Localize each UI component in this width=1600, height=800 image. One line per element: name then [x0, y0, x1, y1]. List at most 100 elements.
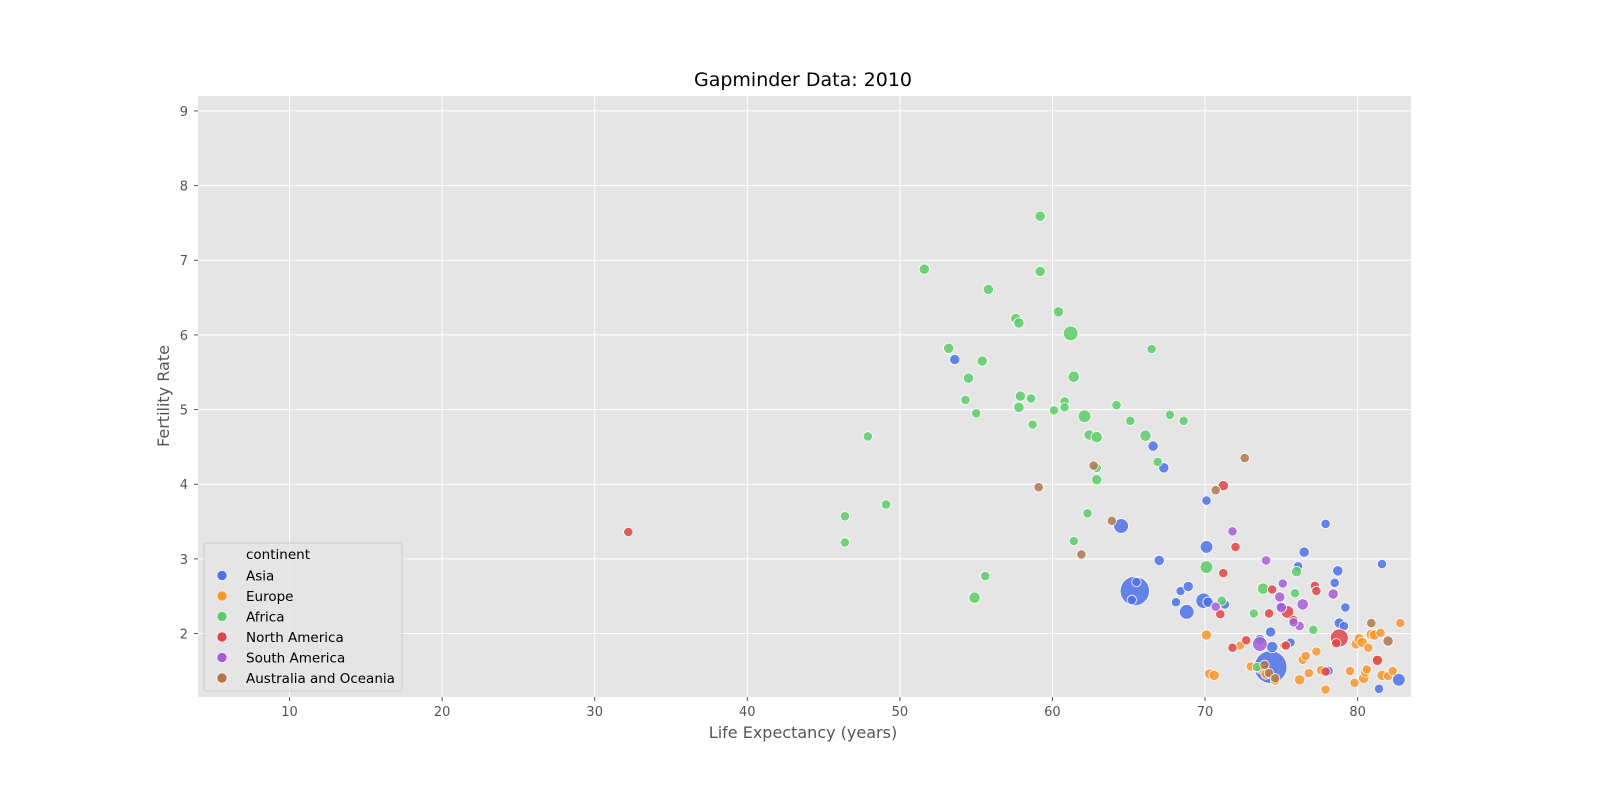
data-point-south-america — [1274, 591, 1286, 603]
data-point-asia — [1147, 440, 1159, 452]
data-point-south-america — [1275, 601, 1287, 614]
legend-label: Africa — [246, 610, 285, 626]
legend: continent Asia Europe Africa North America S… — [203, 542, 403, 692]
x-tick-label: 30 — [586, 705, 603, 720]
data-points — [623, 210, 1406, 695]
data-point-africa — [1289, 588, 1301, 599]
data-point-north-america — [1280, 640, 1292, 651]
data-point-north-america — [1218, 567, 1229, 579]
data-point-africa — [1291, 565, 1303, 578]
data-point-north-america — [1230, 541, 1241, 553]
data-point-europe — [1300, 650, 1311, 662]
data-point-africa — [1178, 415, 1189, 426]
data-point-africa — [1052, 306, 1065, 318]
data-point-africa — [1062, 325, 1079, 342]
data-point-africa — [1308, 624, 1319, 635]
legend-marker — [216, 672, 228, 684]
data-point-africa — [1067, 370, 1080, 383]
data-point-asia — [1153, 554, 1165, 567]
data-point-europe — [1387, 665, 1398, 677]
data-point-south-america — [1261, 555, 1272, 566]
data-point-africa — [1125, 415, 1136, 426]
data-point-africa — [1152, 456, 1163, 467]
data-point-asia — [1182, 580, 1194, 593]
data-point-africa — [960, 394, 971, 405]
data-point-asia — [1340, 602, 1351, 613]
x-tick-label: 10 — [281, 705, 298, 720]
data-point-asia — [949, 353, 961, 366]
data-point-africa — [918, 263, 930, 275]
data-point-africa — [1034, 210, 1046, 222]
legend-items: Asia Europe Africa North America South Ameri… — [216, 569, 395, 687]
legend-marker — [216, 590, 228, 602]
data-point-australia-and-oceania — [1210, 485, 1221, 496]
data-point-europe — [1395, 617, 1406, 629]
y-tick-label: 3 — [180, 553, 188, 568]
data-point-north-america — [623, 526, 634, 538]
data-point-africa — [1034, 265, 1046, 277]
data-point-africa — [1139, 429, 1152, 442]
legend-label: South America — [246, 651, 345, 667]
data-point-north-america — [1241, 635, 1252, 646]
data-point-asia — [1376, 558, 1388, 570]
data-point-australia-and-oceania — [1366, 617, 1377, 629]
legend-label: Europe — [246, 589, 293, 605]
data-point-africa — [1014, 390, 1027, 402]
x-tick-label: 80 — [1349, 705, 1366, 720]
data-point-australia-and-oceania — [1106, 515, 1118, 526]
data-point-asia — [1126, 594, 1137, 606]
data-point-north-america — [1217, 480, 1229, 492]
data-point-south-america — [1227, 526, 1238, 537]
data-point-africa — [976, 355, 988, 367]
data-point-europe — [1361, 664, 1372, 675]
data-point-africa — [1059, 402, 1070, 413]
data-point-australia-and-oceania — [1270, 673, 1281, 684]
data-point-south-america — [1296, 598, 1309, 611]
x-tick-label: 50 — [892, 705, 909, 720]
data-point-africa — [862, 431, 873, 442]
x-tick-label: 60 — [1044, 705, 1061, 720]
data-point-europe — [1208, 669, 1220, 681]
data-point-africa — [968, 591, 981, 604]
data-point-asia — [1332, 565, 1344, 577]
data-point-africa — [1248, 608, 1259, 619]
data-point-africa — [1199, 560, 1214, 574]
legend-label: Asia — [246, 569, 274, 585]
data-point-asia — [1373, 683, 1385, 694]
data-point-north-america — [1264, 608, 1275, 619]
x-tick-label: 20 — [434, 705, 451, 720]
data-point-asia — [1298, 546, 1310, 558]
data-point-australia-and-oceania — [1088, 460, 1099, 471]
data-point-africa — [1077, 409, 1092, 424]
data-point-asia — [1170, 597, 1182, 608]
y-tick-label: 8 — [180, 180, 188, 195]
data-point-africa — [980, 570, 991, 582]
data-point-africa — [1082, 508, 1093, 519]
legend-marker — [216, 652, 228, 663]
chart-title: Gapminder Data: 2010 — [694, 69, 912, 91]
data-point-africa — [1090, 431, 1103, 444]
data-point-africa — [1111, 399, 1122, 411]
data-point-south-america — [1327, 588, 1339, 600]
data-point-africa — [839, 511, 851, 522]
data-point-africa — [982, 283, 995, 295]
data-point-asia — [1201, 495, 1212, 506]
data-point-north-america — [1267, 584, 1278, 595]
data-point-asia — [1178, 604, 1195, 620]
data-point-asia — [1392, 672, 1406, 687]
data-point-north-america — [1215, 608, 1226, 620]
data-point-africa — [839, 537, 851, 548]
data-point-australia-and-oceania — [1259, 659, 1270, 671]
data-point-asia — [1265, 626, 1277, 638]
data-point-europe — [1375, 627, 1386, 638]
data-point-asia — [1131, 576, 1142, 588]
data-point-europe — [1349, 677, 1360, 688]
data-point-africa — [962, 372, 975, 384]
data-point-europe — [1344, 665, 1356, 677]
legend-marker — [216, 611, 228, 622]
legend-label: North America — [246, 630, 344, 646]
data-point-australia-and-oceania — [1382, 635, 1394, 647]
data-point-north-america — [1320, 666, 1331, 677]
